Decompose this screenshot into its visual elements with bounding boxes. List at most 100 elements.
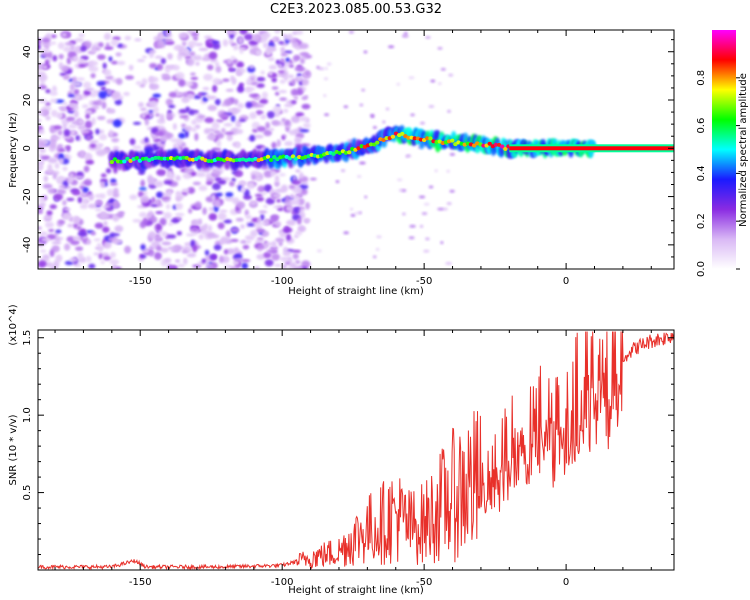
heatmap-speckle — [141, 55, 148, 59]
heatmap-speckle — [296, 217, 302, 225]
heatmap-speckle — [43, 214, 53, 220]
heatmap-speckle — [216, 139, 222, 148]
heatmap-speckle — [376, 235, 382, 239]
heatmap-speckle — [132, 219, 142, 223]
heatmap-speckle — [40, 237, 51, 243]
heatmap-speckle — [99, 129, 105, 134]
heatmap-speckle — [138, 101, 144, 108]
heatmap-speckle — [129, 138, 136, 146]
heatmap-speckle — [299, 128, 310, 133]
heatmap-speckle — [115, 52, 122, 57]
heatmap-speckle — [103, 32, 112, 41]
heatmap-speckle — [271, 240, 277, 248]
heatmap-speckle — [80, 129, 90, 134]
heatmap-speckle — [203, 73, 213, 81]
heatmap-speckle — [96, 80, 106, 87]
heatmap-speckle — [294, 66, 305, 72]
heatmap-speckle — [419, 224, 424, 228]
heatmap-speckle — [170, 218, 180, 224]
heatmap-speckle — [208, 51, 218, 60]
snr-panel: -150 -100 -50 0 0.5 1.0 1.5 Height of straight… — [8, 304, 675, 596]
heatmap-speckle — [70, 44, 75, 52]
heatmap-speckle — [211, 121, 220, 130]
heatmap-speckle — [261, 231, 270, 237]
heatmap-speckle — [183, 81, 194, 87]
heatmap-speckle — [105, 75, 114, 81]
heatmap-speckle — [237, 36, 244, 45]
heatmap-speckle — [66, 57, 72, 65]
heatmap-speckle — [134, 38, 142, 42]
heatmap-speckle — [63, 46, 72, 53]
heatmap-speckle — [160, 135, 167, 143]
heatmap-speckle — [39, 147, 46, 154]
heatmap-speckle — [72, 235, 82, 241]
heatmap-speckle — [211, 194, 216, 201]
heatmap-speckle — [88, 263, 96, 269]
x-tick-label: -50 — [416, 276, 432, 287]
colorbar-ticks: 0.0 0.2 0.4 0.6 0.8 — [696, 70, 740, 277]
heatmap-speckle — [317, 67, 325, 71]
heatmap-speckle — [448, 73, 454, 77]
heatmap-speckle — [166, 112, 173, 120]
heatmap-speckle — [222, 39, 229, 47]
heatmap-speckle — [38, 38, 41, 45]
heatmap-speckle — [192, 181, 201, 186]
heatmap-speckle — [245, 101, 253, 109]
heatmap-speckle — [207, 64, 214, 71]
heatmap-speckle — [188, 109, 195, 116]
heatmap-speckle — [204, 35, 212, 39]
heatmap-core — [122, 159, 127, 164]
heatmap-speckle — [289, 262, 297, 269]
heatmap-speckle — [156, 191, 163, 198]
heatmap-speckle — [206, 95, 217, 100]
heatmap-speckle — [38, 98, 47, 104]
heatmap-speckle — [288, 64, 294, 68]
heatmap-speckle — [343, 105, 349, 109]
heatmap-speckle — [235, 69, 241, 77]
heatmap-speckle — [67, 138, 74, 143]
heatmap-core — [272, 155, 277, 160]
heatmap-speckle — [266, 249, 277, 254]
heatmap-speckle — [245, 87, 256, 91]
heatmap-speckle — [40, 48, 50, 54]
heatmap-speckle — [361, 88, 366, 92]
heatmap-speckle — [449, 152, 456, 156]
heatmap-speckle — [249, 134, 256, 142]
heatmap-speckle — [45, 88, 51, 94]
heatmap-speckle — [235, 141, 241, 149]
heatmap-speckle — [178, 132, 186, 139]
heatmap-speckle — [256, 126, 267, 132]
heatmap-speckle — [285, 205, 294, 212]
heatmap-speckle — [154, 113, 161, 117]
heatmap-core — [206, 158, 211, 163]
heatmap-speckle — [187, 40, 198, 47]
heatmap-speckle — [223, 122, 233, 127]
heatmap-speckle — [140, 195, 150, 204]
heatmap-speckle — [223, 219, 233, 224]
heatmap-speckle — [91, 117, 96, 126]
heatmap-speckle — [340, 169, 346, 173]
heatmap-speckle — [235, 120, 242, 128]
heatmap-speckle — [279, 97, 288, 101]
heatmap-speckle — [148, 100, 158, 108]
heatmap-speckle — [165, 98, 174, 106]
heatmap-speckle — [409, 224, 416, 228]
heatmap-speckle — [192, 54, 203, 61]
heatmap-speckle — [112, 214, 120, 222]
heatmap-speckle — [104, 46, 114, 51]
heatmap-speckle — [205, 181, 213, 185]
heatmap-speckle — [62, 200, 67, 206]
heatmap-speckle — [224, 131, 234, 135]
heatmap-core — [287, 156, 293, 161]
heatmap-speckle — [198, 185, 208, 192]
heatmap-speckle — [140, 179, 146, 188]
heatmap-speckle — [160, 57, 166, 65]
heatmap-core — [493, 142, 499, 147]
heatmap-speckle — [90, 73, 96, 79]
heatmap-speckle — [268, 70, 273, 77]
heatmap-speckle — [289, 193, 295, 200]
heatmap-speckle — [51, 85, 57, 93]
heatmap-speckle — [77, 124, 87, 131]
heatmap-speckle — [75, 135, 80, 141]
heatmap-speckle — [213, 130, 221, 135]
